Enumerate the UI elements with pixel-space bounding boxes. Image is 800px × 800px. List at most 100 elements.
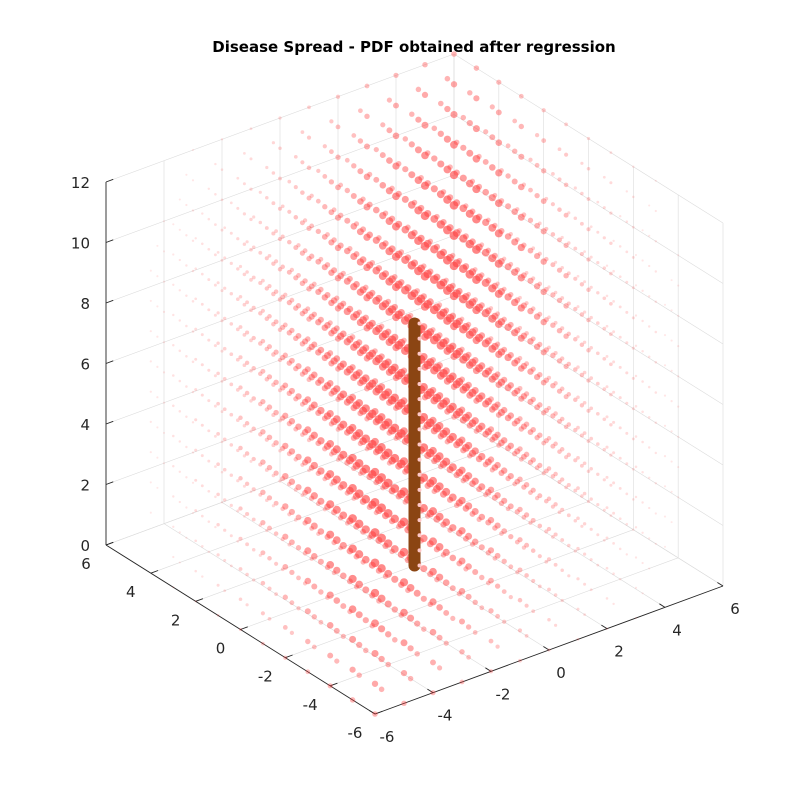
pdf-point [586,197,591,201]
pdf-point [379,152,386,159]
pdf-point [332,415,341,423]
pdf-point [372,266,381,275]
pdf-point [207,308,211,312]
pdf-point [302,308,308,315]
pdf-point [271,321,276,327]
pdf-point [421,626,427,632]
pdf-point [446,194,454,201]
pdf-point [280,204,285,209]
pdf-point [524,361,530,367]
pdf-point [220,349,224,353]
pdf-point [579,312,585,317]
pdf-point [564,455,569,460]
pdf-point [573,458,578,463]
pdf-point [326,560,335,569]
pdf-point [677,375,680,378]
pdf-point [573,519,578,523]
pdf-point [258,190,262,194]
pdf-point [280,567,285,572]
pdf-point [328,239,335,246]
pdf-point [670,490,673,493]
y-tick-label: 4 [126,583,136,601]
pdf-point [501,376,508,383]
pdf-point [308,283,315,290]
pdf-point [583,280,587,284]
trajectory-marker [417,487,422,492]
pdf-point [286,451,292,457]
pdf-point [534,192,540,199]
pdf-point [582,522,587,526]
pdf-point [663,334,667,337]
pdf-point [533,343,541,350]
pdf-point [523,421,530,427]
pdf-point [178,410,182,413]
pdf-point [185,324,188,328]
pdf-point [540,228,547,235]
pdf-point [436,573,444,581]
pdf-point [329,119,334,124]
pdf-point [349,635,357,643]
pdf-point [271,504,275,508]
pdf-point [390,484,400,493]
pdf-point [520,302,527,309]
pdf-point [501,528,508,534]
pdf-point [514,539,520,545]
pdf-point [293,335,299,342]
pdf-point [236,479,240,483]
pdf-point [200,272,204,276]
pdf-point [283,292,288,297]
pdf-point [459,376,465,383]
pdf-point [518,153,525,160]
pdf-point [309,193,314,198]
pdf-point [586,378,591,383]
pdf-point [609,332,613,336]
pdf-point [557,510,562,515]
pdf-point [354,519,364,529]
pdf-point [419,473,429,483]
trajectory-marker [417,427,422,432]
pdf-point [583,582,587,586]
pdf-point [625,250,629,254]
pdf-point [429,476,437,485]
pdf-point [355,550,364,559]
pdf-point [286,390,292,396]
pdf-point [492,525,498,531]
pdf-point [311,311,317,317]
pdf-point [354,459,364,468]
pdf-point [172,283,175,286]
pdf-point [523,451,530,458]
pdf-point [346,365,354,374]
pdf-point [260,338,266,344]
pdf-point [373,147,379,153]
pdf-point [249,127,253,131]
pdf-point [563,333,569,339]
pdf-point [432,333,441,342]
pdf-point [465,239,475,249]
pdf-point [612,481,616,485]
pdf-point [528,157,533,162]
pdf-point [612,602,615,606]
pdf-point [355,429,364,438]
pdf-point [282,442,289,450]
pdf-point [348,574,357,583]
pdf-point [430,690,436,696]
pdf-point [563,424,569,430]
pdf-point [289,539,295,546]
pdf-point [399,547,409,557]
pdf-point [612,420,616,424]
x-tick-mark [427,688,434,694]
pdf-point [654,361,658,364]
pdf-point [547,618,551,622]
pdf-point [355,611,363,619]
pdf-point [462,535,469,542]
x-tick-label: 4 [672,621,682,639]
pdf-point [200,363,204,367]
pdf-point [216,614,220,617]
pdf-point [448,432,457,441]
pdf-point [563,242,569,248]
pdf-point [485,217,491,223]
pdf-point [332,536,341,544]
pdf-point [595,351,600,356]
pdf-point [400,669,408,677]
pdf-point [267,284,272,289]
